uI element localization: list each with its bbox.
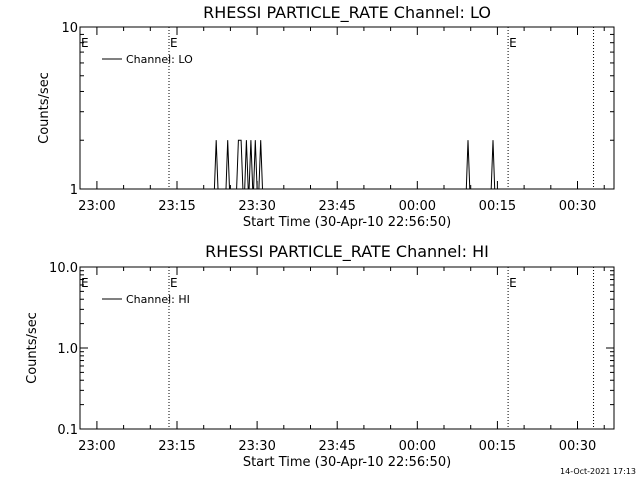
x-tick-label: 23:30 bbox=[238, 199, 275, 214]
y-tick-label: 0.1 bbox=[57, 423, 78, 438]
x-tick-label: 00:15 bbox=[479, 439, 516, 454]
legend-label: Channel: LO bbox=[126, 53, 193, 66]
x-tick-label: 23:15 bbox=[158, 199, 195, 214]
x-tick-label: 00:00 bbox=[399, 199, 436, 214]
event-marker-label-start: E bbox=[81, 36, 89, 50]
y-tick-label: 10 bbox=[61, 21, 78, 36]
panel-channel-lo: RHESSI PARTICLE_RATE Channel: LO 23:00 23:… bbox=[37, 3, 615, 230]
event-marker-label: E bbox=[170, 276, 178, 290]
y-tick-label: 1.0 bbox=[57, 342, 78, 357]
x-tick-label: 23:15 bbox=[158, 439, 195, 454]
panel-channel-hi: RHESSI PARTICLE_RATE Channel: HI 23:00 23:… bbox=[25, 242, 615, 470]
y-tick-label: 10.0 bbox=[49, 261, 78, 276]
x-tick-label: 00:00 bbox=[399, 439, 436, 454]
y-axis-label: Counts/sec bbox=[37, 72, 52, 144]
x-tick-label: 00:30 bbox=[559, 439, 596, 454]
series-line-1 bbox=[213, 139, 496, 190]
event-marker-label: E bbox=[509, 36, 517, 50]
x-tick-label: 00:30 bbox=[559, 199, 596, 214]
plot-frame bbox=[79, 266, 615, 430]
y-axis-label: Counts/sec bbox=[25, 312, 40, 384]
plot-frame bbox=[79, 26, 615, 190]
x-tick-label: 23:45 bbox=[318, 439, 355, 454]
x-tick-label: 00:15 bbox=[479, 199, 516, 214]
x-tick-label: 23:30 bbox=[238, 439, 275, 454]
chart-title: RHESSI PARTICLE_RATE Channel: LO bbox=[203, 3, 491, 23]
event-marker-label: E bbox=[170, 36, 178, 50]
y-tick-label: 1 bbox=[70, 183, 78, 198]
footer-timestamp: 14-Oct-2021 17:13 bbox=[560, 467, 636, 476]
x-axis-label: Start Time (30-Apr-10 22:56:50) bbox=[243, 215, 451, 230]
chart-title: RHESSI PARTICLE_RATE Channel: HI bbox=[205, 242, 489, 262]
event-marker-label-start: E bbox=[81, 276, 89, 290]
x-tick-label: 23:00 bbox=[78, 199, 115, 214]
x-axis-label: Start Time (30-Apr-10 22:56:50) bbox=[243, 455, 451, 470]
x-tick-label: 23:00 bbox=[78, 439, 115, 454]
legend-label: Channel: HI bbox=[126, 293, 190, 306]
x-tick-label: 23:45 bbox=[318, 199, 355, 214]
event-marker-label: E bbox=[509, 276, 517, 290]
